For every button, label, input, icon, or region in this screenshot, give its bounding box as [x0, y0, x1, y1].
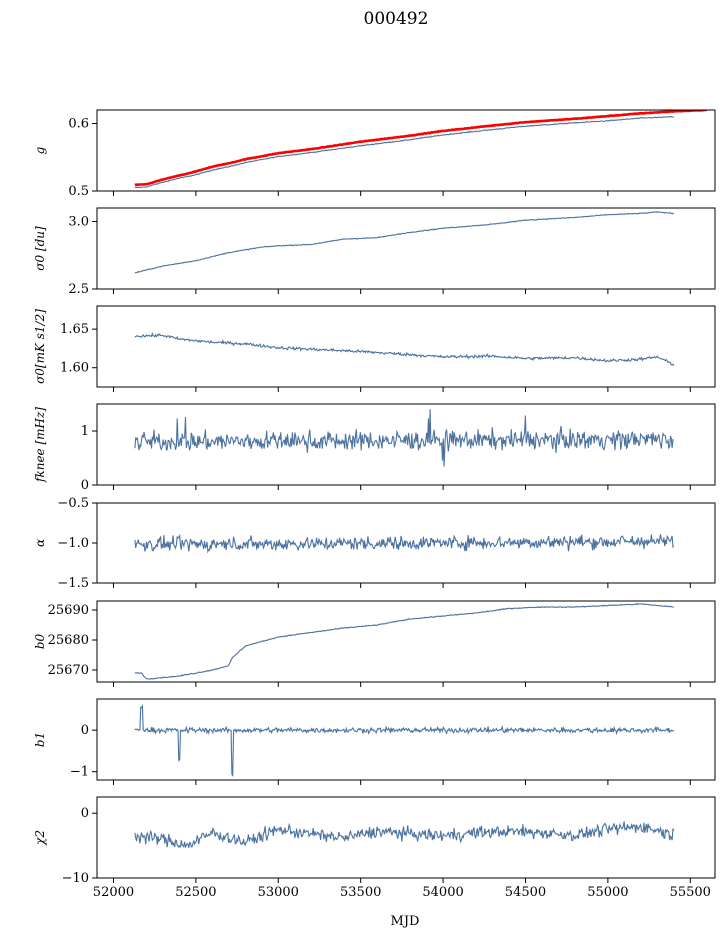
series-line	[134, 821, 675, 849]
y-tick-label: −0.5	[57, 496, 89, 511]
panel-2: 2.5 3.0 σ0 [du]	[33, 207, 716, 297]
y-axis-label: α	[33, 539, 47, 547]
y-tick-label: −1	[70, 765, 89, 780]
series-line	[134, 533, 675, 554]
y-tick-label: −1.5	[57, 576, 89, 591]
panel-frame	[96, 600, 716, 683]
y-tick-label: 0.5	[68, 184, 89, 199]
x-tick-label: 53000	[258, 885, 299, 900]
panel-frame	[96, 403, 716, 486]
x-axis-label: MJD	[391, 914, 420, 929]
y-tick-label: 0	[81, 806, 89, 821]
y-tick-label: 25690	[48, 603, 89, 618]
x-tick-label: 52500	[175, 885, 216, 900]
panel-frame	[96, 109, 716, 192]
x-tick-label: 54000	[422, 885, 463, 900]
y-tick-label: 0.6	[68, 117, 89, 132]
x-tick-label: 55500	[670, 885, 711, 900]
y-axis-label: g	[33, 146, 47, 154]
panel-3: 1.60 1.65 σ0[mK s1/2]	[33, 305, 716, 392]
y-tick-label: −1.0	[57, 536, 89, 551]
x-tick-label: 52000	[93, 885, 134, 900]
chart-panels: 0.5 0.6 g 2.5 3.0 σ0 [du] 1.60 1.65 σ0[mK s1/2] 0…	[33, 109, 716, 900]
x-tick-label: 54500	[505, 885, 546, 900]
y-tick-label: −10	[62, 871, 89, 886]
y-axis-label: χ2	[33, 830, 47, 846]
series-line	[134, 331, 675, 366]
x-tick-label: 55000	[587, 885, 628, 900]
panel-4: 0 1 fknee [mHz]	[33, 403, 716, 493]
y-axis-label: b1	[33, 732, 47, 747]
y-tick-label: 1.60	[60, 361, 89, 376]
x-tick-label: 53500	[340, 885, 381, 900]
y-tick-label: 0	[81, 478, 89, 493]
y-tick-label: 1.65	[60, 322, 89, 337]
y-tick-label: 25670	[48, 663, 89, 678]
series-line	[134, 602, 674, 680]
series-line	[134, 115, 674, 189]
panel-5: −1.5 −1.0 −0.5 α	[33, 496, 716, 591]
chart-title: 000492	[364, 9, 429, 29]
panel-frame	[96, 305, 716, 388]
y-tick-label: 3.0	[68, 215, 89, 230]
panel-8: −10 0 52000 52500 53000 53500 54000 54500 55000 5…	[33, 796, 716, 900]
y-tick-label: 2.5	[68, 282, 89, 297]
panel-frame	[96, 698, 716, 781]
series-line	[134, 409, 675, 467]
series-line-fit	[134, 110, 707, 187]
y-tick-label: 25680	[48, 633, 89, 648]
y-tick-label: 0	[81, 723, 89, 738]
panel-frame	[96, 796, 716, 879]
panel-frame	[96, 207, 716, 290]
panel-7: −1 0 b1	[33, 698, 716, 785]
y-tick-label: 1	[81, 424, 89, 439]
y-axis-label: b0	[33, 633, 47, 649]
series-line	[134, 703, 675, 777]
y-axis-label: σ0 [du]	[33, 226, 47, 271]
y-axis-label: σ0[mK s1/2]	[33, 309, 47, 384]
panel-1: 0.5 0.6 g	[33, 109, 716, 199]
series-line	[134, 211, 674, 274]
y-axis-label: fknee [mHz]	[33, 407, 47, 483]
